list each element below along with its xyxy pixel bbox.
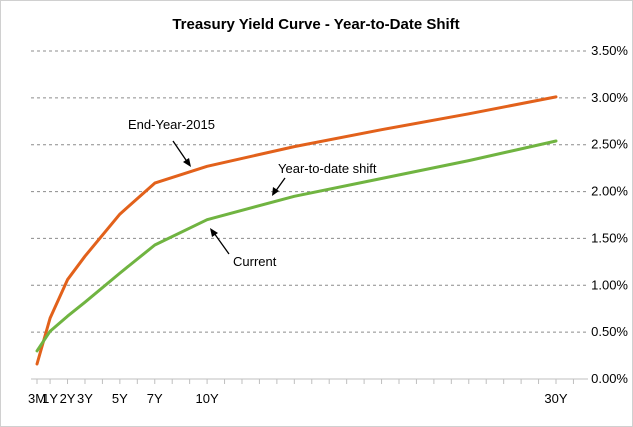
annotation-shift-label: Year-to-date shift [278,161,377,176]
annotation-current-arrowhead [210,228,218,237]
y-tick-label: 1.50% [591,230,628,245]
annotation-end-year-label: End-Year-2015 [128,117,215,132]
x-tick-label: 3Y [77,391,93,406]
series-line-current [35,139,558,353]
y-tick-label: 0.50% [591,324,628,339]
x-tick-label: 2Y [60,391,76,406]
x-tick-label: 7Y [147,391,163,406]
series-line-end-year-2015 [35,95,558,366]
y-tick-label: 2.00% [591,184,628,199]
y-tick-label: 0.00% [591,371,628,386]
series-lines [35,95,558,366]
x-tick-label: 10Y [196,391,219,406]
annotation-current-arrow [213,232,230,255]
annotation-current: Current [210,228,277,269]
y-tick-label: 3.00% [591,90,628,105]
annotation-end-year-arrowhead [183,158,191,167]
annotation-shift: Year-to-date shift [272,161,377,196]
y-tick-label: 1.00% [591,277,628,292]
y-tick-label: 3.50% [591,43,628,58]
gridlines [31,50,588,333]
x-tick-label: 30Y [544,391,567,406]
chart-title: Treasury Yield Curve - Year-to-Date Shif… [172,16,459,33]
y-axis-tick-labels: 0.00% 0.50% 1.00% 1.50% 2.00% 2.50% 3.00% 3.50% [591,43,628,386]
y-tick-label: 2.50% [591,137,628,152]
annotation-end-year-arrow [172,140,189,164]
annotation-shift-arrowhead [272,187,279,196]
x-tick-label: 5Y [112,391,128,406]
annotation-end-year: End-Year-2015 [128,117,215,167]
x-tick-label: 1Y [42,391,58,406]
annotation-current-label: Current [233,254,277,269]
x-tick-label: 3M [28,391,46,406]
x-axis-ticks [36,379,574,384]
